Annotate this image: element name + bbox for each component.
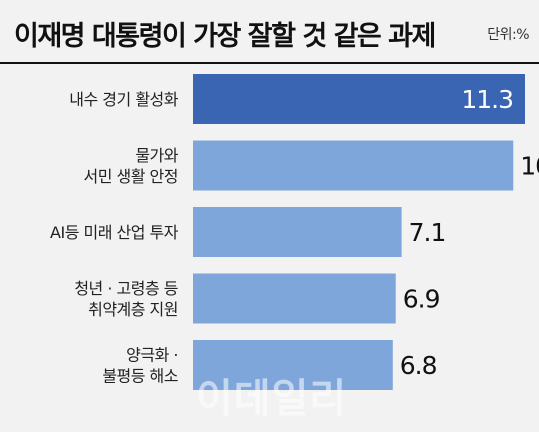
- unit-label: 단위:%: [487, 27, 529, 43]
- category-label-2: 물가와 서민 생활 안정: [84, 146, 179, 186]
- watermark-logo: 이데일리: [196, 376, 348, 422]
- category-label-5: 양극화 · 불평등 해소: [102, 346, 178, 386]
- category-label-4: 청년 · 고령층 등 취약계층 지원: [74, 279, 178, 319]
- bar-5: [193, 340, 393, 390]
- bar-3: [193, 207, 402, 257]
- bar-4: [193, 273, 396, 324]
- value-label-2: 10.9: [520, 152, 539, 181]
- title-divider: [0, 62, 539, 64]
- value-label-1: 11.3: [461, 85, 513, 114]
- chart-title: 이재명 대통령이 가장 잘할 것 같은 과제: [14, 21, 436, 52]
- value-label-4: 6.9: [403, 285, 440, 314]
- bar-1: [193, 74, 525, 124]
- value-label-3: 7.1: [409, 218, 446, 247]
- category-label-1: 내수 경기 활성화: [69, 90, 178, 109]
- category-label-3: AI등 미래 산업 투자: [50, 223, 179, 242]
- bar-2: [193, 140, 514, 191]
- value-label-5: 6.8: [400, 351, 437, 380]
